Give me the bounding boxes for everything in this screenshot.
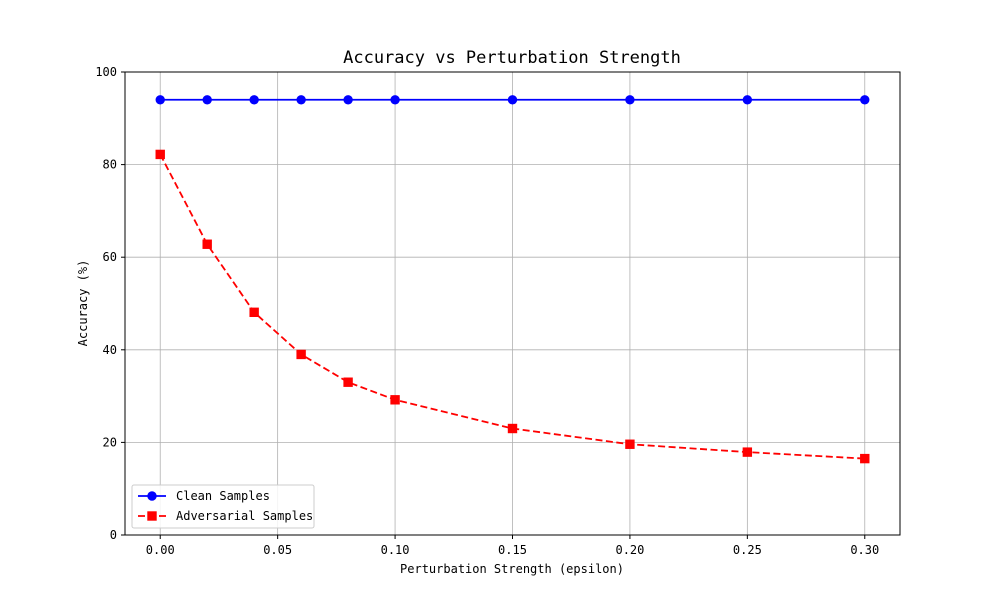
series-adversarial [155, 149, 870, 464]
chart-title: Accuracy vs Perturbation Strength [343, 48, 681, 68]
y-tick-label: 0 [110, 528, 117, 542]
data-point-clean [507, 95, 518, 105]
x-tick-label: 0.10 [381, 543, 410, 557]
data-point-clean [860, 95, 870, 105]
data-point-adversarial [625, 439, 635, 449]
data-point-adversarial [296, 349, 306, 360]
x-axis-label: Perturbation Strength (epsilon) [400, 562, 624, 576]
series-line-adversarial [159, 153, 865, 460]
data-point-adversarial [507, 423, 518, 434]
legend-entry-clean: Clean Samples [138, 489, 270, 503]
x-tick-label: 0.15 [498, 543, 527, 557]
data-point-clean [249, 95, 259, 105]
x-tick-label: 0.05 [263, 543, 292, 557]
x-tick-label: 0.00 [146, 543, 175, 557]
legend-box [131, 484, 315, 529]
data-point-adversarial [742, 447, 753, 457]
y-tick-label: 40 [103, 343, 117, 357]
y-tick-label: 60 [103, 250, 117, 264]
data-point-adversarial [860, 453, 870, 464]
data-point-clean [625, 95, 635, 105]
data-point-clean [155, 95, 165, 105]
legend-marker [147, 511, 157, 521]
x-tick-label: 0.30 [850, 543, 879, 557]
x-tick-label: 0.20 [615, 543, 644, 557]
x-tick-label: 0.25 [733, 543, 762, 557]
data-point-adversarial [202, 239, 212, 249]
y-tick-label: 100 [95, 65, 117, 79]
data-point-adversarial [343, 377, 353, 387]
data-point-clean [202, 95, 212, 105]
data-point-clean [343, 95, 353, 105]
ticks: 0.00 0.05 0.10 0.15 0.20 0.25 0.30 0 20 40 60 80 100 [95, 65, 879, 557]
series-clean [155, 95, 870, 105]
data-point-clean [390, 95, 400, 105]
data-point-adversarial [390, 395, 400, 405]
legend-label: Clean Samples [176, 489, 270, 503]
y-tick-label: 80 [103, 158, 117, 172]
legend: Clean Samples Adversarial Samples [131, 484, 315, 529]
y-axis-label: Accuracy (%) [76, 260, 90, 347]
series-layer [155, 95, 870, 464]
data-point-clean [742, 95, 753, 105]
legend-label: Adversarial Samples [176, 509, 313, 523]
data-point-adversarial [155, 149, 165, 160]
y-tick-label: 20 [103, 435, 117, 449]
legend-entry-adversarial: Adversarial Samples [138, 509, 313, 523]
data-point-clean [296, 95, 306, 105]
data-point-adversarial [249, 307, 259, 317]
legend-marker [147, 491, 157, 501]
